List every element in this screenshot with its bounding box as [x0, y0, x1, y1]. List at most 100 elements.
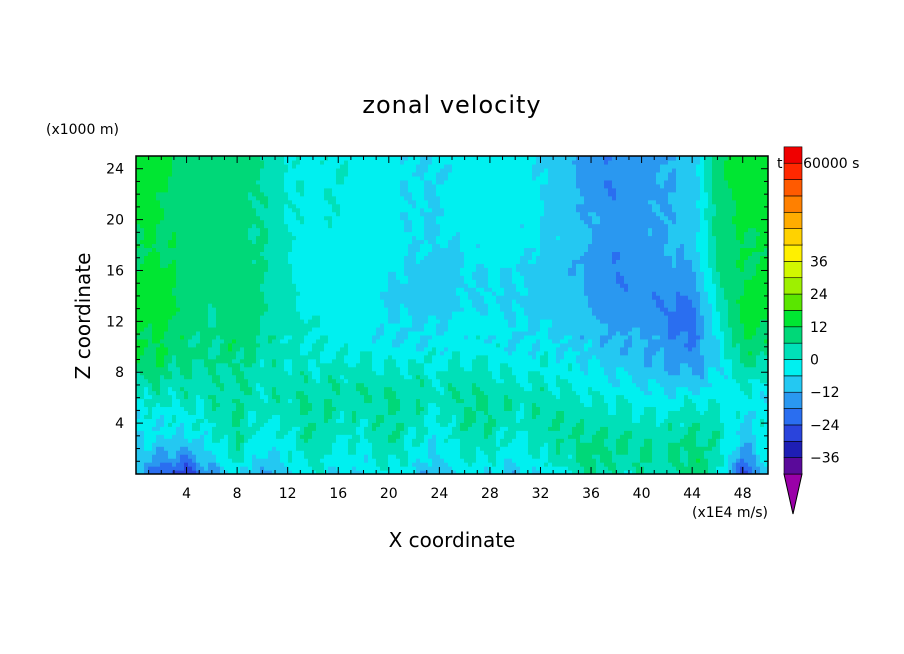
contour-cell — [176, 450, 181, 455]
contour-cell — [212, 466, 217, 471]
contour-cell — [316, 223, 321, 229]
contour-cell — [236, 247, 241, 252]
contour-cell — [220, 175, 225, 181]
contour-cell — [280, 183, 285, 189]
contour-cell — [252, 430, 257, 435]
contour-cell — [348, 354, 353, 360]
contour-cell — [148, 386, 153, 392]
contour-cell — [304, 231, 309, 237]
contour-cell — [336, 434, 341, 439]
contour-cell — [368, 156, 373, 161]
contour-cell — [360, 251, 365, 256]
contour-cell — [312, 442, 317, 447]
contour-cell — [276, 334, 281, 340]
contour-cell — [356, 426, 361, 431]
contour-cell — [200, 247, 205, 252]
contour-cell — [364, 410, 369, 415]
contour-cell — [292, 223, 297, 229]
contour-cell — [356, 390, 361, 396]
contour-cell — [332, 446, 337, 451]
contour-cell — [180, 235, 185, 241]
contour-cell — [208, 342, 213, 348]
contour-cell — [344, 450, 349, 455]
contour-cell — [340, 311, 345, 316]
contour-cell — [252, 450, 257, 455]
contour-cell — [284, 370, 289, 376]
contour-cell — [140, 163, 145, 169]
contour-cell — [376, 239, 381, 245]
contour-cell — [140, 279, 145, 284]
contour-cell — [260, 454, 265, 459]
contour-cell — [224, 422, 229, 427]
contour-cell — [244, 167, 249, 173]
contour-cell — [212, 243, 217, 249]
contour-cell — [196, 183, 201, 189]
contour-cell — [220, 370, 225, 376]
contour-cell — [336, 187, 341, 193]
contour-cell — [252, 219, 257, 225]
contour-cell — [196, 470, 201, 474]
contour-cell — [256, 211, 261, 217]
contour-cell — [236, 470, 241, 474]
contour-cell — [188, 263, 193, 268]
contour-cell — [360, 438, 365, 443]
contour-cell — [364, 299, 369, 304]
contour-cell — [344, 271, 349, 276]
contour-cell — [364, 219, 369, 225]
contour-cell — [264, 430, 269, 435]
contour-cell — [256, 299, 261, 304]
contour-cell — [176, 426, 181, 431]
contour-cell — [220, 330, 225, 336]
contour-cell — [228, 267, 233, 272]
contour-cell — [380, 231, 385, 237]
contour-cell — [228, 183, 233, 189]
contour-cell — [356, 454, 361, 459]
contour-cell — [248, 338, 253, 344]
contour-cell — [244, 291, 249, 296]
contour-cell — [256, 243, 261, 249]
contour-cell — [236, 354, 241, 360]
contour-cell — [236, 259, 241, 264]
contour-cell — [316, 175, 321, 181]
contour-cell — [284, 303, 289, 308]
contour-cell — [268, 259, 273, 264]
contour-cell — [256, 251, 261, 256]
contour-cell — [240, 358, 245, 364]
contour-cell — [252, 243, 257, 249]
contour-cell — [176, 318, 181, 324]
contour-cell — [340, 219, 345, 225]
contour-cell — [188, 311, 193, 316]
contour-cell — [232, 315, 237, 320]
contour-cell — [188, 378, 193, 384]
contour-cell — [200, 215, 205, 221]
contour-cell — [232, 307, 237, 312]
contour-cell — [180, 239, 185, 245]
contour-cell — [368, 434, 373, 439]
contour-cell — [280, 187, 285, 193]
contour-cell — [280, 179, 285, 185]
contour-cell — [348, 175, 353, 181]
contour-cell — [264, 442, 269, 447]
contour-cell — [204, 390, 209, 396]
contour-cell — [224, 438, 229, 443]
contour-cell — [324, 159, 329, 165]
contour-cell — [344, 406, 349, 412]
contour-cell — [136, 307, 141, 312]
contour-cell — [212, 426, 217, 431]
contour-cell — [276, 366, 281, 372]
contour-cell — [156, 406, 161, 412]
contour-cell — [368, 207, 373, 213]
contour-cell — [232, 414, 237, 419]
contour-cell — [296, 231, 301, 237]
contour-cell — [296, 458, 301, 463]
contour-cell — [312, 450, 317, 455]
contour-cell — [212, 346, 217, 352]
contour-cell — [380, 267, 385, 272]
contour-cell — [328, 227, 333, 233]
contour-cell — [328, 291, 333, 296]
contour-cell — [264, 223, 269, 229]
contour-cell — [340, 243, 345, 249]
contour-cell — [312, 227, 317, 233]
contour-cell — [292, 175, 297, 181]
contour-cell — [268, 342, 273, 348]
